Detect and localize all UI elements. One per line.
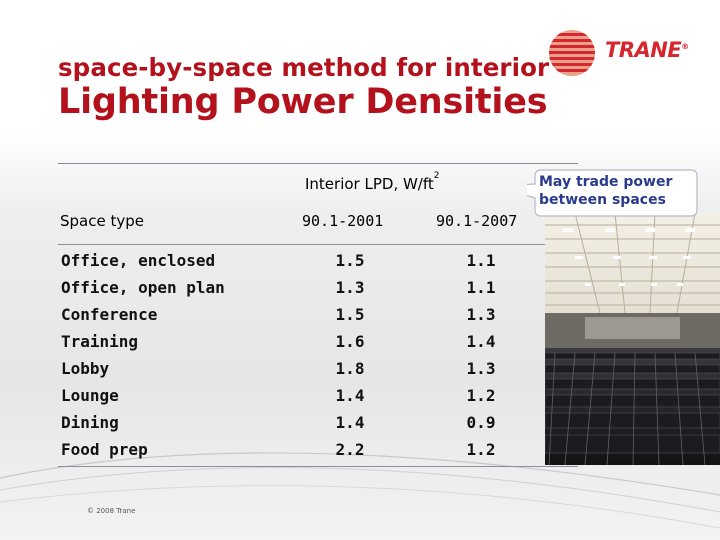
table-row: Training 1.6 1.4 [0, 332, 600, 359]
trane-logo-icon [549, 30, 595, 76]
group-header: Interior LPD, W/ft2 [305, 171, 440, 193]
table-row: Food prep 2.2 1.2 [0, 440, 600, 467]
lpd-2007-cell: 1.2 [466, 440, 496, 459]
callout-bubble [527, 169, 698, 217]
page-subtitle: space-by-space method for interior [58, 53, 550, 82]
space-type-cell: Office, open plan [61, 278, 225, 297]
lpd-2007-cell: 1.2 [466, 386, 496, 405]
table-header-rule [58, 244, 578, 245]
lpd-2001-cell: 1.5 [335, 251, 365, 270]
table-row: Office, open plan 1.3 1.1 [0, 278, 600, 305]
copyright-notice: © 2008 Trane [87, 507, 136, 515]
page-title: Lighting Power Densities [58, 82, 548, 122]
callout-text: May trade power between spaces [539, 174, 673, 208]
lpd-2007-cell: 1.3 [466, 359, 496, 378]
decorative-swoosh [0, 452, 720, 529]
column-header-2001: 90.1-2001 [302, 212, 384, 230]
table-row: Dining 1.4 0.9 [0, 413, 600, 440]
lpd-2007-cell: 1.4 [466, 332, 496, 351]
column-header-space-type: Space type [60, 212, 144, 230]
table-row: Office, enclosed 1.5 1.1 [0, 251, 600, 278]
lpd-2007-cell: 1.1 [466, 251, 496, 270]
table-row: Lobby 1.8 1.3 [0, 359, 600, 386]
logo-text: TRANE® [605, 38, 689, 62]
table-top-rule [58, 163, 578, 164]
lpd-2001-cell: 1.4 [335, 386, 365, 405]
table-row: Lounge 1.4 1.2 [0, 386, 600, 413]
table-bottom-rule [58, 466, 578, 467]
space-type-cell: Conference [61, 305, 158, 324]
space-type-cell: Lounge [61, 386, 119, 405]
lpd-2001-cell: 2.2 [335, 440, 365, 459]
lpd-2001-cell: 1.8 [335, 359, 365, 378]
auditorium-photo [545, 213, 720, 465]
space-type-cell: Training [61, 332, 139, 351]
space-type-cell: Office, enclosed [61, 251, 216, 270]
column-header-2007: 90.1-2007 [436, 212, 518, 230]
lpd-2001-cell: 1.4 [335, 413, 365, 432]
space-type-cell: Dining [61, 413, 119, 432]
lpd-2001-cell: 1.6 [335, 332, 365, 351]
lpd-2001-cell: 1.5 [335, 305, 365, 324]
lpd-2007-cell: 1.3 [466, 305, 496, 324]
lpd-2007-cell: 0.9 [466, 413, 496, 432]
lpd-2001-cell: 1.3 [335, 278, 365, 297]
lpd-2007-cell: 1.1 [466, 278, 496, 297]
table-row: Conference 1.5 1.3 [0, 305, 600, 332]
space-type-cell: Food prep [61, 440, 148, 459]
space-type-cell: Lobby [61, 359, 110, 378]
